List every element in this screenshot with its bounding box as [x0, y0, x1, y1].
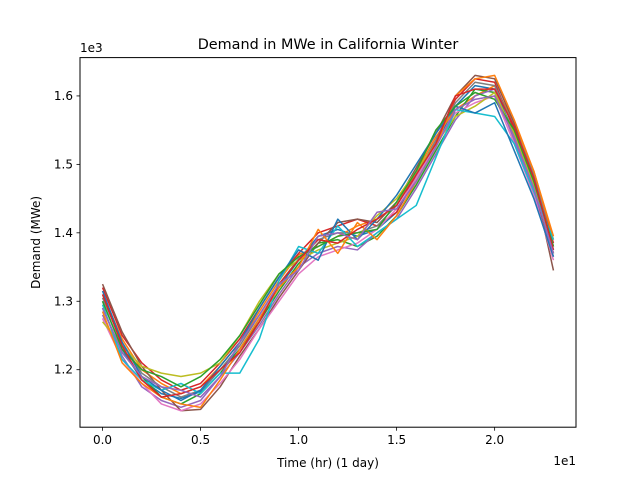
- x-axis-ticks: 0.0 0.5 1.0 1.5 2.0: [93, 427, 504, 447]
- series-line-8: [101, 81, 555, 398]
- series-line-14: [101, 88, 555, 398]
- chart-title: Demand in MWe in California Winter: [198, 37, 459, 53]
- y-axis-scale-label: 1e3: [80, 41, 103, 55]
- y-tick-label: 1.6: [54, 89, 73, 103]
- x-tick-label: 2.0: [485, 433, 504, 447]
- y-tick-label: 1.2: [54, 363, 73, 377]
- series-lines: [101, 74, 555, 412]
- x-tick-label: 0.5: [191, 433, 210, 447]
- series-line-6: [101, 74, 555, 412]
- y-axis-ticks: 1.2 1.3 1.4 1.5 1.6: [54, 89, 80, 377]
- y-tick-label: 1.4: [54, 226, 73, 240]
- series-line-11: [101, 102, 555, 402]
- series-line-15: [101, 95, 555, 398]
- x-axis-scale-label: 1e1: [553, 454, 576, 468]
- series-line-7: [101, 95, 555, 412]
- series-line-5: [101, 88, 555, 409]
- x-tick-label: 1.0: [289, 433, 308, 447]
- series-line-9: [101, 91, 555, 378]
- y-axis-label: Demand (MWe): [29, 196, 43, 289]
- y-tick-label: 1.5: [54, 157, 73, 171]
- plot-frame: [79, 57, 577, 428]
- x-axis-label: Time (hr) (1 day): [276, 456, 379, 470]
- series-line-4: [101, 78, 555, 391]
- y-tick-label: 1.3: [54, 294, 73, 308]
- x-tick-label: 0.0: [93, 433, 112, 447]
- x-tick-label: 1.5: [387, 433, 406, 447]
